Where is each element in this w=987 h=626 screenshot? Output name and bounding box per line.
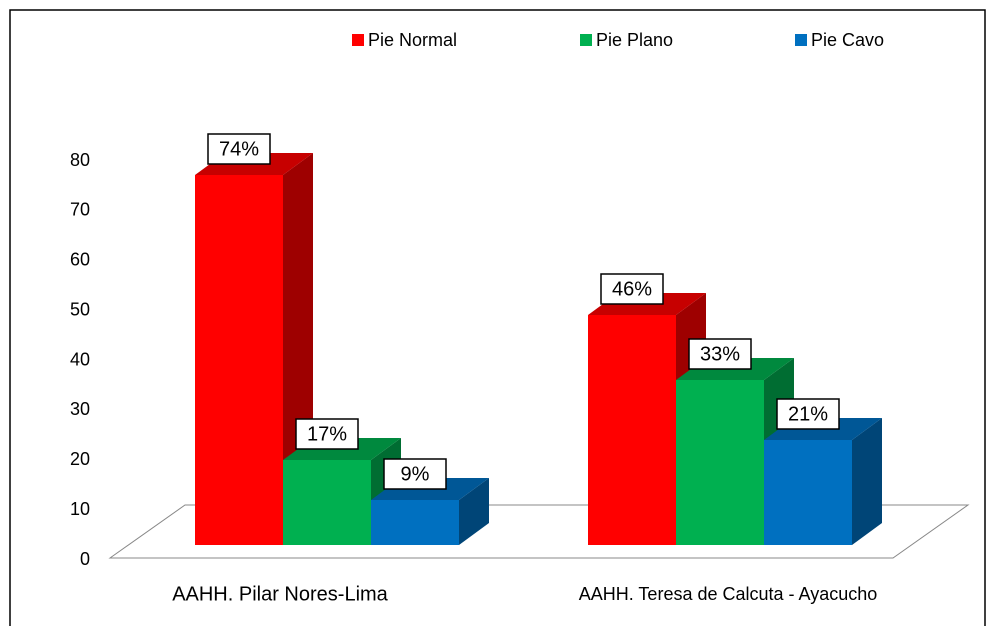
legend-label: Pie Cavo (811, 30, 884, 50)
y-tick-label: 20 (70, 449, 90, 469)
y-tick-label: 40 (70, 349, 90, 369)
bar (371, 500, 459, 545)
y-tick-label: 50 (70, 299, 90, 319)
bar-side (852, 418, 882, 545)
value-label: 46% (612, 278, 652, 300)
value-label: 17% (307, 423, 347, 445)
bar (588, 315, 676, 545)
value-label-box (383, 458, 447, 490)
value-label-box (207, 133, 271, 165)
x-tick-label: AAHH. Pilar Nores-Lima (172, 583, 388, 605)
value-label: 21% (788, 403, 828, 425)
y-tick-label: 70 (70, 200, 90, 220)
value-label: 9% (401, 463, 430, 485)
value-label-box (688, 338, 752, 370)
legend-label: Pie Plano (596, 30, 673, 50)
y-tick-label: 10 (70, 499, 90, 519)
x-tick-label: AAHH. Teresa de Calcuta - Ayacucho (579, 584, 878, 604)
bar-side (459, 478, 489, 545)
value-label: 74% (219, 138, 259, 160)
bar (195, 175, 283, 545)
bar (676, 380, 764, 545)
y-tick-label: 0 (80, 549, 90, 569)
value-label-box (600, 273, 664, 305)
legend-swatch (580, 34, 592, 46)
bar (764, 440, 852, 545)
legend-label: Pie Normal (368, 30, 457, 50)
legend-swatch (352, 34, 364, 46)
y-tick-label: 30 (70, 399, 90, 419)
y-tick-label: 60 (70, 250, 90, 270)
y-tick-label: 80 (70, 150, 90, 170)
value-label-box (295, 418, 359, 450)
value-label: 33% (700, 343, 740, 365)
bar (283, 460, 371, 545)
legend-swatch (795, 34, 807, 46)
value-label-box (776, 398, 840, 430)
